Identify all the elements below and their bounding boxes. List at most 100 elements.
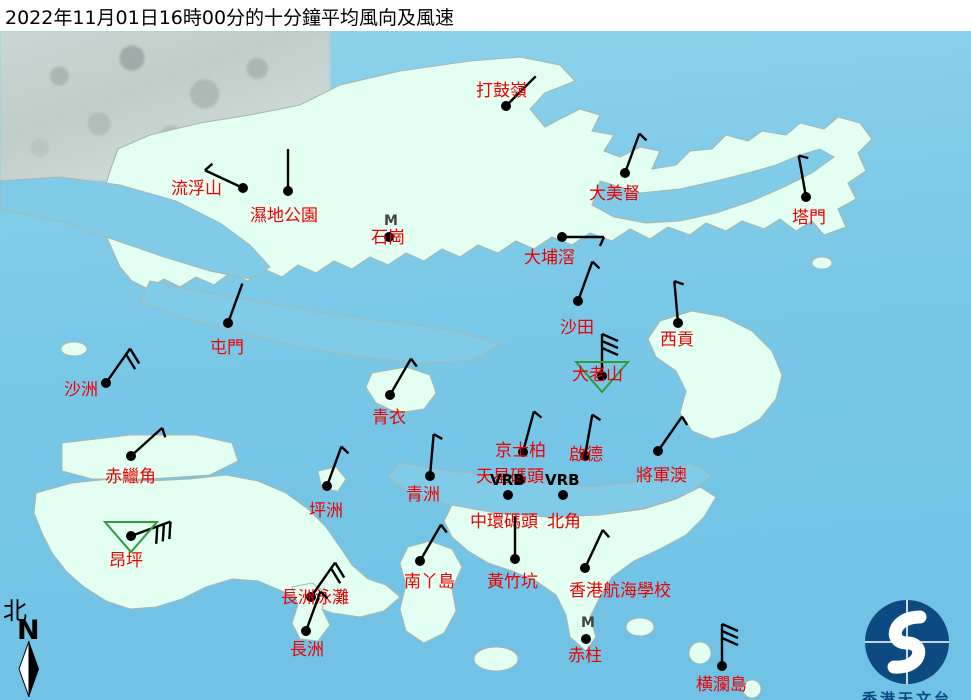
missing-data-label: M — [384, 213, 398, 229]
station-label: 京士柏 — [495, 441, 546, 461]
land-lantau-island — [33, 474, 401, 618]
station-label: 中環碼頭 — [470, 512, 538, 532]
land-chek-lap-kok-airport — [61, 434, 239, 480]
land-lamma-island — [399, 540, 463, 644]
wind-barb-icon — [720, 622, 739, 666]
compass-rose: 北 N — [3, 591, 63, 698]
station-dot — [283, 186, 293, 196]
wind-barb-icon — [505, 75, 537, 107]
hong-kong-wind-map: 打鼓嶺流浮山濕地公園 M 石崗 大美督塔門大埔滘沙田西貢 屯門沙洲赤鱲角 青衣 大老山京士柏… — [0, 31, 971, 700]
hko-name-zh: 香港天文台 — [861, 690, 952, 700]
station-dot — [306, 592, 316, 602]
station-label: 西貢 — [660, 330, 694, 350]
station-dot — [501, 101, 511, 111]
station-label: 昂坪 — [109, 551, 143, 571]
wind-barb-icon — [428, 433, 443, 477]
station-dot — [717, 661, 727, 671]
coastline-vector-layer — [0, 56, 873, 699]
station-label: 赤鱲角 — [105, 467, 156, 487]
station-dot — [653, 446, 663, 456]
station-label: 青洲 — [406, 485, 440, 505]
wind-barb-icon — [657, 415, 689, 452]
station-label: 香港航海學校 — [569, 581, 671, 601]
station-label: 塔門 — [792, 208, 826, 228]
station-label: 沙洲 — [64, 380, 98, 400]
station-dot — [597, 371, 607, 381]
station-label: 天星碼頭 — [476, 467, 544, 487]
station-label: 青衣 — [372, 408, 406, 428]
water-tolo-harbour — [591, 148, 835, 224]
strong-wind-triangle-icon — [573, 361, 631, 394]
station-dot — [301, 626, 311, 636]
wind-barb-icon — [226, 283, 244, 324]
station-label: 北角 — [547, 512, 581, 532]
station-label: 大老山 — [572, 365, 623, 385]
station-dot — [801, 192, 811, 202]
station-label: 坪洲 — [309, 501, 343, 521]
station-label: 大埔滘 — [524, 248, 575, 268]
station-dot — [425, 471, 435, 481]
station-dot — [557, 232, 567, 242]
station-label: 長洲泳灘 — [281, 588, 349, 608]
station-dot — [558, 490, 568, 500]
land-islet-waglan — [688, 641, 712, 665]
wind-barb-icon — [576, 260, 601, 302]
station-label: 大美督 — [589, 184, 640, 204]
station-dot — [620, 168, 630, 178]
wind-barb-icon — [521, 410, 543, 453]
wind-barb-icon — [418, 523, 448, 562]
wind-barb-icon — [388, 357, 418, 396]
wind-barb-icon — [105, 347, 141, 384]
station-label: 黃竹坑 — [487, 572, 538, 592]
station-dot — [510, 554, 520, 564]
station-label: 濕地公園 — [250, 206, 318, 226]
wind-barb-icon — [562, 235, 606, 247]
land-islet-ne-1 — [811, 256, 833, 270]
station-dot — [581, 634, 591, 644]
water-tuen-mun-bay — [139, 280, 502, 364]
hko-emblem-icon — [865, 600, 949, 684]
station-label: 打鼓嶺 — [476, 81, 527, 101]
station-label: 屯門 — [210, 338, 244, 358]
wind-barb-icon — [204, 162, 244, 190]
land-sai-kung-peninsula — [647, 310, 783, 440]
wind-barb-icon — [583, 413, 602, 457]
wind-barb-icon — [310, 561, 346, 598]
strong-wind-triangle-icon — [102, 521, 160, 554]
page-title: 2022年11月01日16時00分的十分鐘平均風向及風速 — [5, 7, 455, 29]
station-dot — [126, 451, 136, 461]
compass-label-en: N — [17, 615, 40, 646]
station-dot — [384, 232, 394, 242]
station-dot — [518, 447, 528, 457]
land-islet-s-1 — [473, 646, 519, 672]
wind-barb-icon — [286, 149, 290, 191]
station-label: 石崗 — [371, 228, 405, 248]
station-dot — [580, 451, 590, 461]
variable-wind-label: VRB — [490, 471, 525, 489]
station-dot — [580, 563, 590, 573]
station-label: 流浮山 — [171, 179, 222, 199]
water-deep-bay — [0, 176, 271, 280]
station-dot — [515, 475, 525, 485]
wind-barb-icon — [304, 590, 329, 632]
station-dot — [503, 490, 513, 500]
hko-logo: 香港天文台 HONG KONG OBSERVATORY — [848, 597, 966, 700]
station-dot — [673, 318, 683, 328]
station-dot — [238, 183, 248, 193]
station-dot — [223, 318, 233, 328]
wind-barb-icon — [583, 529, 611, 569]
station-dot — [322, 481, 332, 491]
station-label: 沙田 — [560, 318, 594, 338]
land-islet-s-2 — [625, 617, 655, 637]
title-bar: 2022年11月01日16時00分的十分鐘平均風向及風速 — [0, 0, 971, 31]
water-victoria-harbour — [387, 462, 713, 518]
station-label: 赤柱 — [568, 646, 602, 666]
wind-barb-icon — [600, 332, 619, 376]
station-dot — [126, 531, 136, 541]
variable-wind-label: VRB — [545, 471, 580, 489]
station-label: 將軍澳 — [636, 466, 687, 486]
station-dot — [415, 556, 425, 566]
land-islet-sha-chau — [60, 341, 88, 357]
land-tsing-yi — [365, 366, 437, 414]
wind-barb-icon — [325, 445, 350, 487]
